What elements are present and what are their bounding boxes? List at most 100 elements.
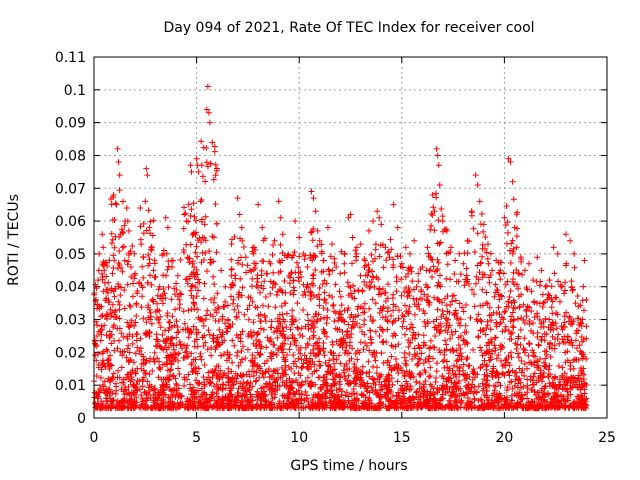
data-point — [296, 234, 303, 241]
data-point — [525, 352, 532, 359]
data-point — [517, 326, 524, 333]
data-point — [254, 403, 261, 410]
data-point — [267, 353, 274, 360]
data-point — [577, 319, 584, 326]
data-point — [262, 391, 269, 398]
data-point — [352, 247, 359, 254]
data-point — [292, 317, 299, 324]
data-point — [382, 289, 389, 296]
data-point — [372, 241, 379, 248]
data-point — [105, 279, 112, 286]
data-point — [442, 389, 449, 396]
data-point — [451, 379, 458, 386]
data-point — [487, 356, 494, 363]
data-point — [316, 374, 323, 381]
data-point — [181, 211, 188, 218]
data-point — [378, 221, 385, 228]
data-point — [139, 395, 146, 402]
data-point — [355, 287, 362, 294]
data-point — [371, 284, 378, 291]
data-point — [471, 303, 478, 310]
data-point — [171, 401, 178, 408]
data-point — [164, 224, 171, 231]
data-point — [137, 223, 144, 230]
data-point — [279, 379, 286, 386]
data-point — [434, 240, 441, 247]
data-point — [144, 304, 151, 311]
data-point — [541, 299, 548, 306]
data-point — [492, 347, 499, 354]
data-point — [474, 230, 481, 237]
data-point — [542, 355, 549, 362]
data-point — [550, 396, 557, 403]
data-point — [513, 211, 520, 218]
data-point — [341, 251, 348, 258]
data-point — [539, 291, 546, 298]
data-point — [531, 370, 538, 377]
data-point — [509, 237, 516, 244]
data-point — [108, 340, 115, 347]
data-point — [148, 281, 155, 288]
data-point — [188, 327, 195, 334]
data-point — [191, 343, 198, 350]
data-point — [295, 355, 302, 362]
data-point — [422, 378, 429, 385]
data-point — [454, 405, 461, 412]
data-point — [310, 332, 317, 339]
data-point — [207, 378, 214, 385]
data-point — [546, 362, 553, 369]
data-point — [191, 264, 198, 271]
data-point — [173, 334, 180, 341]
data-point — [297, 331, 304, 338]
data-point — [297, 372, 304, 379]
data-point — [577, 348, 584, 355]
data-point — [582, 405, 589, 412]
data-point — [470, 390, 477, 397]
data-point — [167, 398, 174, 405]
data-point — [187, 401, 194, 408]
data-point — [168, 361, 175, 368]
data-point — [312, 266, 319, 273]
data-point — [258, 282, 265, 289]
data-point — [513, 233, 520, 240]
data-point — [387, 236, 394, 243]
data-point — [434, 306, 441, 313]
data-point — [455, 377, 462, 384]
data-point — [466, 374, 473, 381]
data-point — [450, 348, 457, 355]
data-point — [134, 344, 141, 351]
data-point — [562, 279, 569, 286]
data-point — [495, 400, 502, 407]
data-point — [386, 362, 393, 369]
data-point — [95, 267, 102, 274]
data-point — [142, 389, 149, 396]
data-point — [213, 249, 220, 256]
data-point — [449, 298, 456, 305]
data-point — [300, 292, 307, 299]
data-point — [187, 328, 194, 335]
y-tick-label: 0.11 — [55, 50, 86, 66]
data-point — [329, 302, 336, 309]
y-tick-label: 0.09 — [55, 116, 86, 132]
data-point — [405, 310, 412, 317]
data-point — [200, 404, 207, 411]
data-point — [442, 327, 449, 334]
data-point — [97, 337, 104, 344]
data-point — [580, 283, 587, 290]
data-point — [365, 227, 372, 234]
data-point — [514, 384, 521, 391]
data-point — [501, 401, 508, 408]
data-point — [427, 381, 434, 388]
data-point — [310, 254, 317, 261]
data-point — [559, 385, 566, 392]
data-point — [365, 397, 372, 404]
data-point — [527, 373, 534, 380]
data-point — [427, 266, 434, 273]
data-point — [106, 299, 113, 306]
data-point — [414, 403, 421, 410]
data-point — [210, 332, 217, 339]
data-point — [388, 367, 395, 374]
data-point — [170, 372, 177, 379]
data-point — [487, 326, 494, 333]
data-point — [323, 333, 330, 340]
